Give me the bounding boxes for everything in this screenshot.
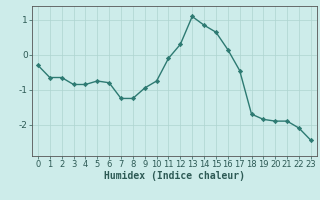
- X-axis label: Humidex (Indice chaleur): Humidex (Indice chaleur): [104, 171, 245, 181]
